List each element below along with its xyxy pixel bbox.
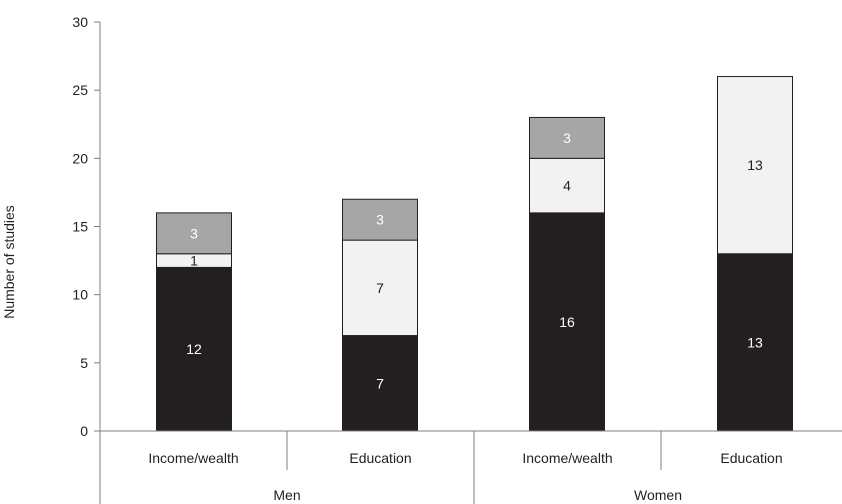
x-group-label: Men	[273, 487, 300, 503]
data-label: 7	[376, 280, 384, 296]
x-tick-label: Education	[720, 450, 782, 466]
x-group-label: Women	[634, 487, 682, 503]
x-axis: Income/wealth Education Income/wealth Educa…	[99, 430, 842, 504]
y-axis-label: Number of studies	[1, 205, 17, 319]
y-tick-label: 0	[80, 423, 88, 439]
x-tick-label: Income/wealth	[148, 450, 238, 466]
data-label: 3	[563, 130, 571, 146]
y-tick-label: 30	[72, 14, 88, 30]
bar-segment	[529, 116, 605, 159]
bar-segment	[717, 76, 793, 255]
bar-segment	[156, 212, 232, 255]
y-tick-label: 15	[72, 219, 88, 235]
data-label: 3	[376, 212, 384, 228]
bar-segment	[342, 335, 418, 432]
data-label: 4	[563, 178, 571, 194]
x-tick-label: Income/wealth	[522, 450, 612, 466]
bar-segment	[342, 239, 418, 337]
data-label: 7	[376, 375, 384, 391]
bar-segment	[342, 198, 418, 241]
data-label: 1	[190, 253, 198, 269]
data-label: 12	[186, 341, 202, 357]
data-label: 13	[747, 157, 763, 173]
y-axis: 0 5 10 15 20 25 30	[72, 14, 101, 439]
y-tick-label: 20	[72, 150, 88, 166]
bar-segment	[156, 266, 232, 432]
data-label: 3	[190, 225, 198, 241]
data-label: 13	[747, 334, 763, 350]
y-tick-label: 10	[72, 287, 88, 303]
y-tick-label: 5	[80, 355, 88, 371]
bar-segment	[717, 253, 793, 432]
y-tick-label: 25	[72, 82, 88, 98]
data-label: 16	[559, 314, 575, 330]
x-tick-label: Education	[349, 450, 411, 466]
